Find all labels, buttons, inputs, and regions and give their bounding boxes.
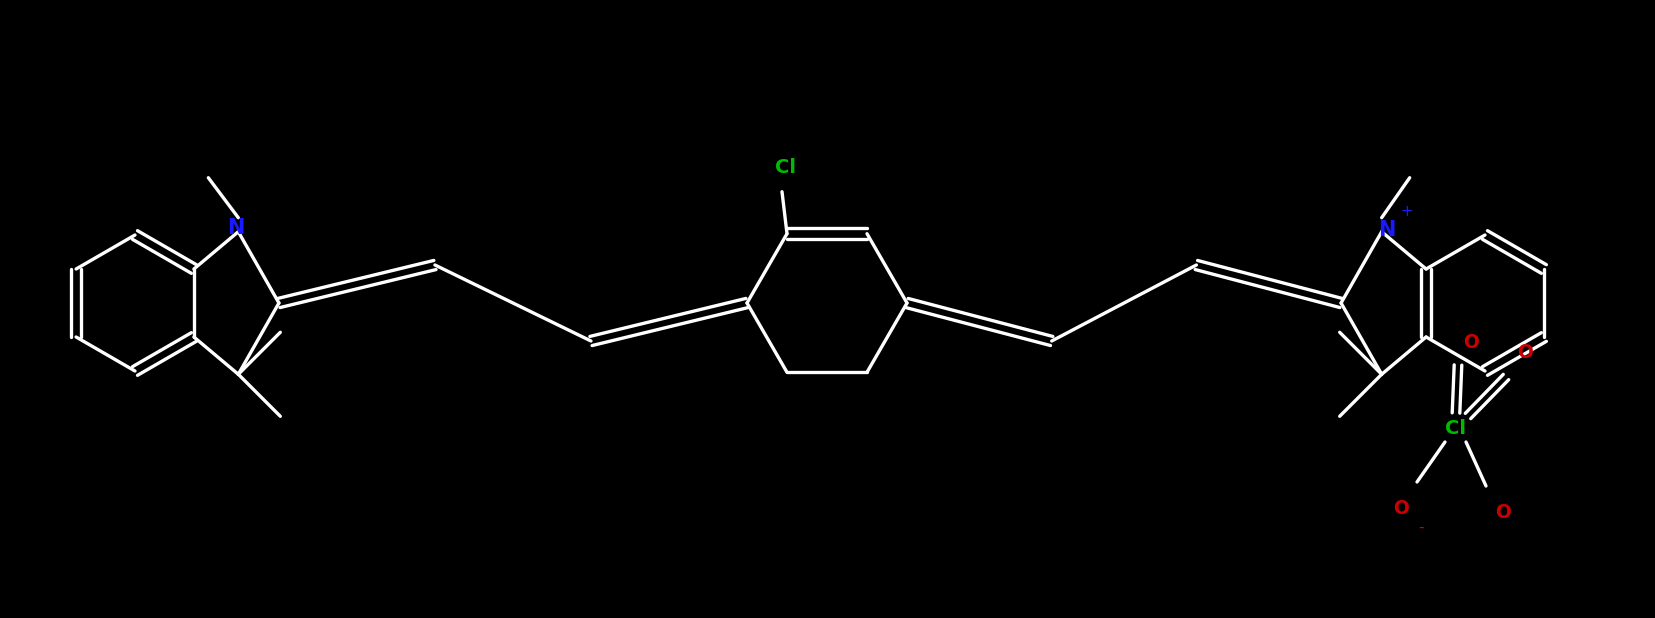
Text: O: O <box>1494 502 1511 522</box>
Text: +: + <box>1400 204 1413 219</box>
Text: O: O <box>1394 499 1408 519</box>
Text: O: O <box>1518 344 1533 363</box>
Text: N: N <box>1379 220 1395 240</box>
Text: Cl: Cl <box>775 158 796 177</box>
Text: Cl: Cl <box>1445 418 1465 438</box>
Text: O: O <box>1463 334 1480 352</box>
Text: N: N <box>227 218 243 238</box>
Text: -: - <box>1418 520 1423 535</box>
